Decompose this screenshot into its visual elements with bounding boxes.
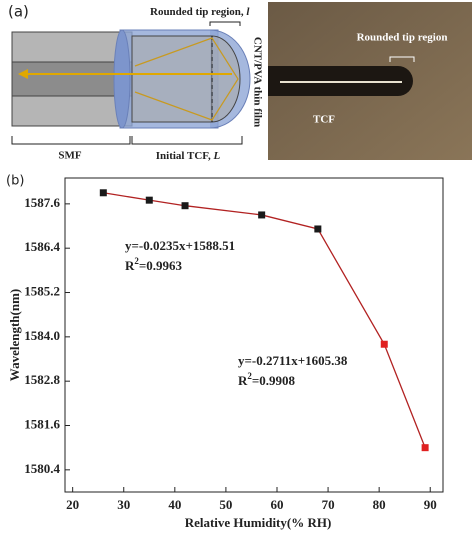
x-tick-label: 40	[168, 497, 181, 512]
photo-tcf-label: TCF	[313, 114, 335, 126]
x-tick-label: 20	[66, 497, 79, 512]
tip-label: Rounded tip region, l	[150, 6, 250, 18]
tcf-var: L	[213, 150, 221, 162]
y-tick-label: 1584.0	[24, 328, 60, 343]
x-tick-label: 90	[424, 497, 437, 512]
panel-label: (a)	[8, 3, 29, 21]
fit-r-squared: R2=0.9963	[125, 256, 183, 273]
r-base: R	[125, 258, 135, 273]
x-tick-label: 50	[219, 497, 232, 512]
r-rest: =0.9908	[252, 373, 296, 388]
panel-label: (b)	[6, 174, 24, 189]
y-tick-label: 1580.4	[24, 461, 60, 476]
point	[181, 202, 189, 210]
fit-equation: y=-0.0235x+1588.51	[125, 238, 235, 253]
y-tick-label: 1585.2	[24, 284, 60, 299]
fit-r-squared: R2=0.9908	[238, 371, 296, 388]
y-axis-title: Wavelength(nm)	[7, 289, 22, 381]
r-sup: 2	[134, 256, 139, 266]
point	[421, 444, 429, 452]
photo: Rounded tip region TCF	[268, 2, 472, 160]
connecting-line	[103, 192, 426, 448]
point	[380, 340, 388, 348]
y-tick-label: 1587.6	[24, 195, 60, 210]
fit-equation: y=-0.2711x+1605.38	[238, 353, 348, 368]
tcf-label: Initial TCF, L	[156, 150, 221, 162]
y-tick-label: 1586.4	[24, 239, 60, 254]
tip-text: Rounded tip region,	[150, 6, 244, 18]
point	[99, 189, 107, 197]
r-sup: 2	[247, 371, 252, 381]
plot-frame	[64, 177, 444, 493]
y-tick-label: 1581.6	[24, 416, 60, 431]
point	[314, 225, 322, 233]
r-base: R	[238, 373, 248, 388]
chart: (b) Relative Humidity(% RH) Wavelength(n…	[6, 174, 444, 530]
tcf-text: Initial TCF,	[156, 150, 211, 162]
film-label: CNT/PVA thin film	[251, 37, 263, 127]
y-tick-label: 1582.8	[24, 372, 60, 387]
x-tick-label: 30	[117, 497, 130, 512]
tip-var: l	[246, 6, 250, 18]
x-tick-label: 80	[373, 497, 386, 512]
fiber-diagram: (a) Rounded tip region, l CNT/PVA thin f…	[8, 3, 263, 162]
x-tick-label: 60	[270, 497, 283, 512]
point	[258, 211, 266, 219]
r-rest: =0.9963	[139, 258, 183, 273]
point	[145, 196, 153, 204]
smf-label: SMF	[58, 150, 82, 162]
x-tick-label: 70	[322, 497, 335, 512]
x-axis-title: Relative Humidity(% RH)	[185, 515, 332, 530]
photo-tip-label: Rounded tip region	[357, 32, 448, 44]
